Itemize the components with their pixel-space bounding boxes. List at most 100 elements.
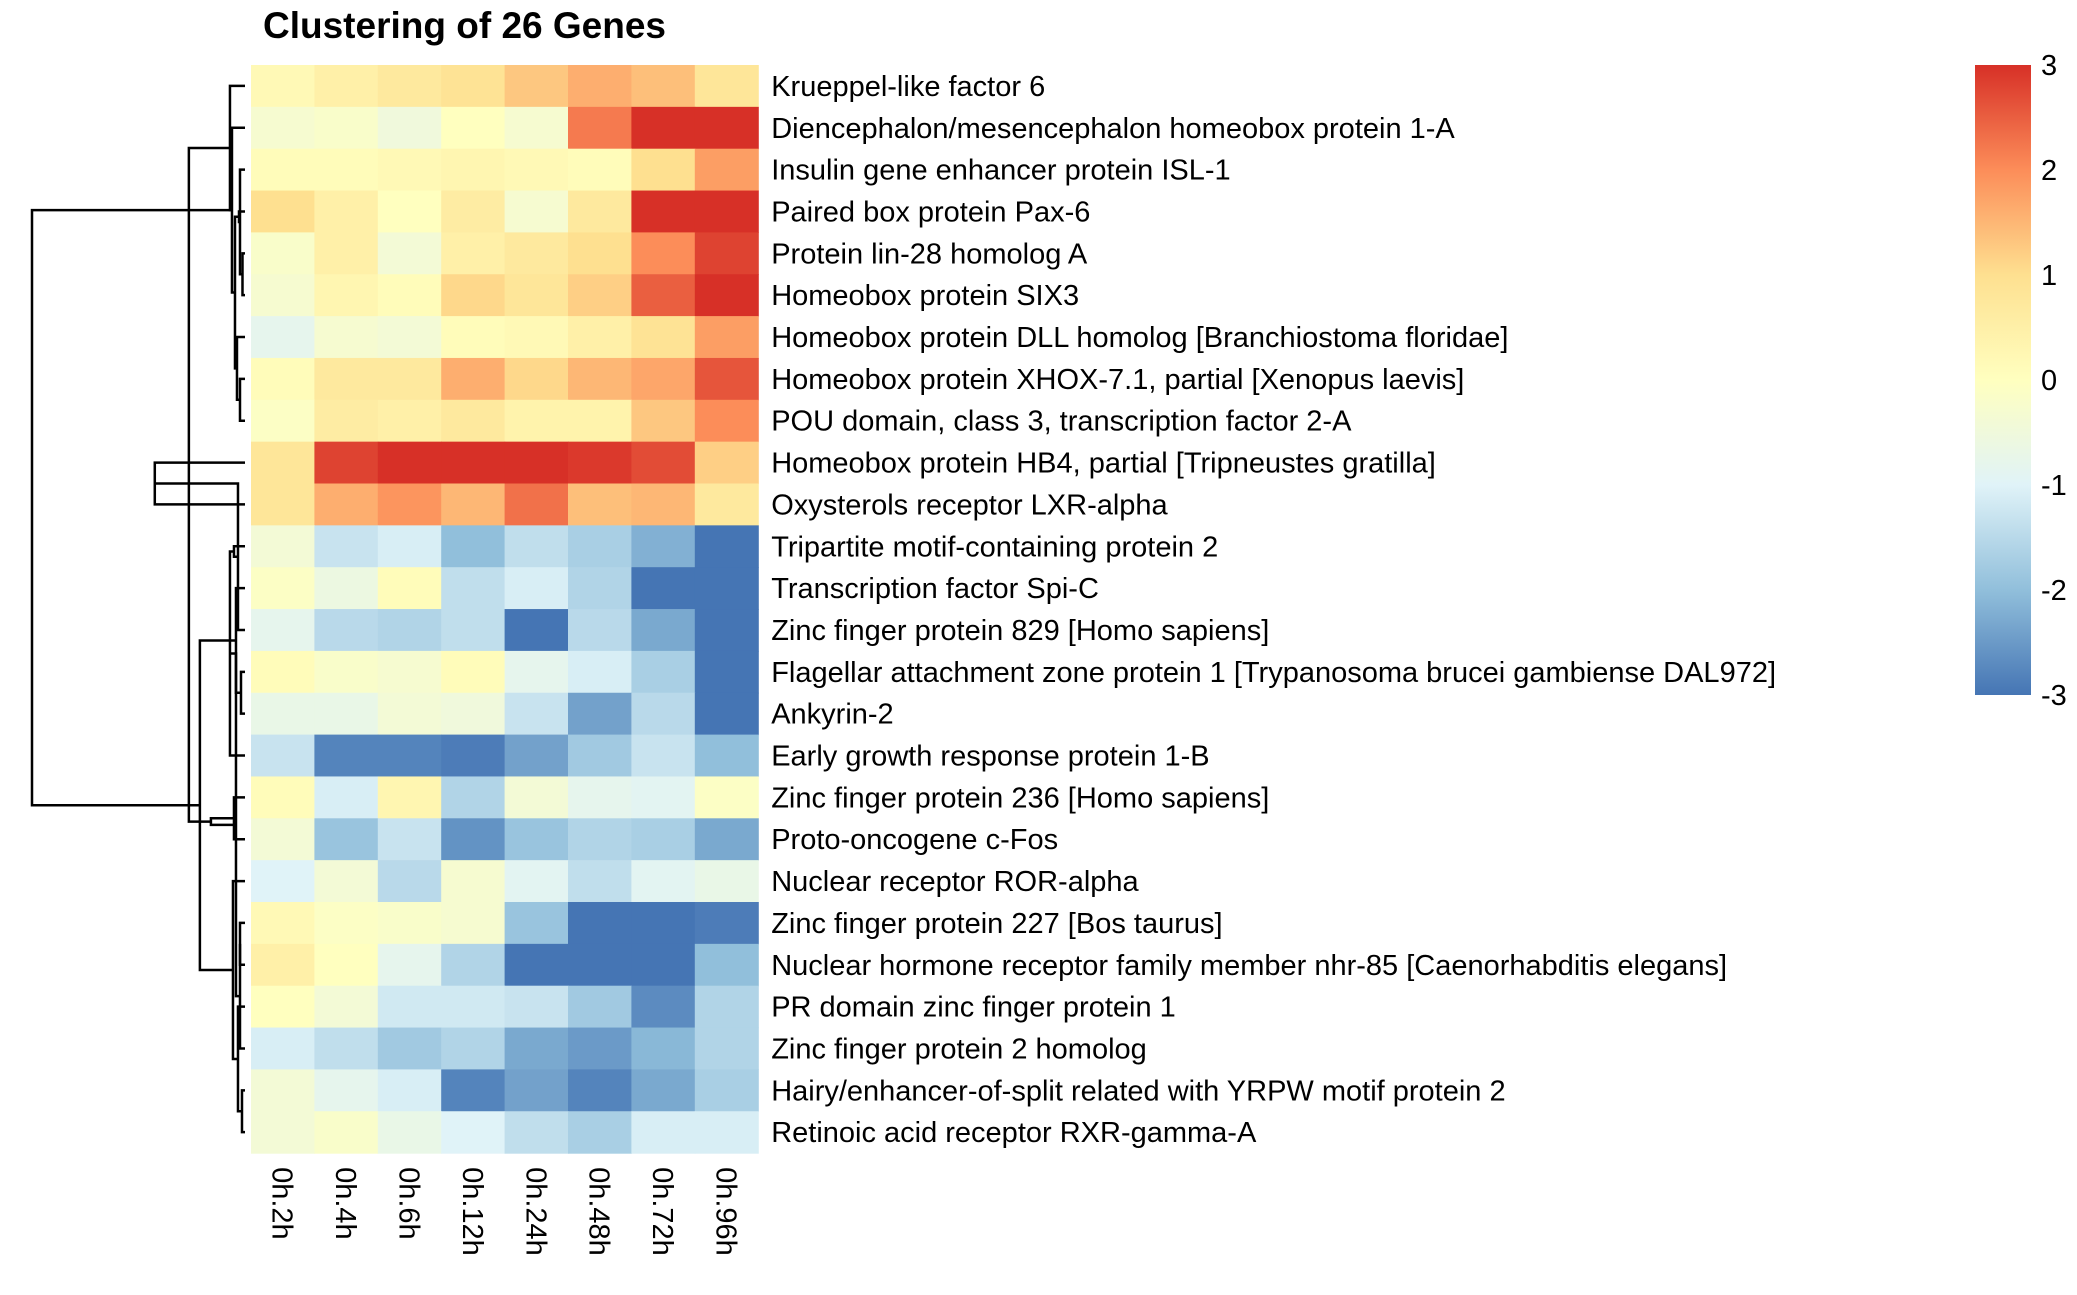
heatmap-cell xyxy=(694,525,759,568)
heatmap-cell xyxy=(314,734,379,778)
heatmap-cell xyxy=(314,1027,379,1070)
heatmap-cell xyxy=(251,65,315,108)
heatmap-cell xyxy=(694,860,759,903)
heatmap-cell xyxy=(568,274,632,317)
heatmap-cell xyxy=(441,1111,506,1154)
heatmap-cell xyxy=(504,943,569,987)
heatmap-cell xyxy=(441,567,506,610)
heatmap-cell xyxy=(377,609,442,652)
heatmap-cell xyxy=(631,860,696,903)
heatmap-cell xyxy=(504,734,569,778)
heatmap-cell xyxy=(694,1069,759,1112)
heatmap-cell xyxy=(694,902,759,945)
heatmap-cell xyxy=(631,65,696,108)
heatmap-cell xyxy=(377,650,442,694)
row-label: Flagellar attachment zone protein 1 [Try… xyxy=(771,657,1776,689)
heatmap-cell xyxy=(377,525,442,568)
heatmap-cells xyxy=(251,65,759,1154)
heatmap-cell xyxy=(504,316,569,359)
heatmap-cell xyxy=(568,1111,632,1154)
heatmap-cell xyxy=(377,985,442,1029)
heatmap-cell xyxy=(504,274,569,317)
heatmap-cell xyxy=(251,316,315,359)
heatmap-cell xyxy=(568,316,632,359)
heatmap-cell xyxy=(504,483,569,526)
heatmap-cell xyxy=(631,609,696,652)
heatmap-cell xyxy=(377,1069,442,1112)
heatmap-cell xyxy=(694,316,759,359)
heatmap-cell xyxy=(377,232,442,275)
heatmap-cell xyxy=(631,483,696,526)
dendrogram-branch xyxy=(238,377,245,422)
heatmap-cell xyxy=(694,357,759,401)
heatmap-cell xyxy=(568,148,632,192)
heatmap-cell xyxy=(441,1069,506,1112)
heatmap-cell xyxy=(694,818,759,861)
heatmap-cell xyxy=(377,902,442,945)
heatmap-cell xyxy=(314,1111,379,1154)
legend-tick-label: 0 xyxy=(2041,365,2057,397)
heatmap-cell xyxy=(504,609,569,652)
heatmap-cell xyxy=(631,232,696,275)
column-label: 0h.72h xyxy=(646,1167,678,1256)
heatmap-cell xyxy=(251,190,315,233)
heatmap-cell xyxy=(694,943,759,987)
heatmap-cell xyxy=(504,106,569,150)
heatmap-cell xyxy=(314,567,379,610)
heatmap-cell xyxy=(251,609,315,652)
heatmap-cell xyxy=(568,483,632,526)
heatmap-cell xyxy=(694,650,759,694)
heatmap-cell xyxy=(631,357,696,401)
heatmap-cell xyxy=(314,609,379,652)
heatmap-cell xyxy=(568,902,632,945)
heatmap-cell xyxy=(251,650,315,694)
dendrogram-branch xyxy=(30,208,232,807)
heatmap-cell xyxy=(314,692,379,736)
legend-tick-label: 1 xyxy=(2041,260,2057,292)
heatmap-cell xyxy=(568,985,632,1029)
heatmap-cell xyxy=(504,1069,569,1112)
row-label: Proto-oncogene c-Fos xyxy=(771,824,1058,856)
row-label: Homeobox protein HB4, partial [Tripneust… xyxy=(771,448,1436,480)
row-label: Diencephalon/mesencephalon homeobox prot… xyxy=(771,113,1455,145)
heatmap-cell xyxy=(504,692,569,736)
heatmap-cell xyxy=(314,525,379,568)
row-label: Homeobox protein SIX3 xyxy=(771,280,1079,312)
heatmap-cell xyxy=(694,441,759,485)
heatmap-cell xyxy=(441,106,506,150)
heatmap-cell xyxy=(314,106,379,150)
heatmap-cell xyxy=(631,776,696,819)
heatmap-cell xyxy=(314,776,379,819)
heatmap-cell xyxy=(441,902,506,945)
heatmap-cell xyxy=(504,1027,569,1070)
heatmap-cell xyxy=(441,818,506,861)
heatmap-cell xyxy=(251,943,315,987)
heatmap-cell xyxy=(568,65,632,108)
heatmap-cell xyxy=(631,818,696,861)
heatmap-cell xyxy=(694,232,759,275)
dendrogram-branch xyxy=(187,146,230,823)
heatmap-cell xyxy=(377,441,442,485)
row-label: Oxysterols receptor LXR-alpha xyxy=(771,489,1168,521)
heatmap-cell xyxy=(568,818,632,861)
heatmap-cell xyxy=(251,148,315,192)
row-label: Transcription factor Spi-C xyxy=(771,573,1099,605)
heatmap-cell xyxy=(251,441,315,485)
heatmap-cell xyxy=(631,274,696,317)
heatmap-cell xyxy=(568,1069,632,1112)
chart-title: Clustering of 26 Genes xyxy=(263,5,666,46)
heatmap-cell xyxy=(441,525,506,568)
heatmap-cell xyxy=(568,525,632,568)
heatmap-cell xyxy=(314,232,379,275)
heatmap-cell xyxy=(251,776,315,819)
heatmap-cell xyxy=(631,106,696,150)
heatmap-cell xyxy=(314,357,379,401)
heatmap-cell xyxy=(314,943,379,987)
heatmap-cell xyxy=(504,902,569,945)
heatmap-cell xyxy=(251,1027,315,1070)
heatmap-cell xyxy=(251,860,315,903)
heatmap-cell xyxy=(694,609,759,652)
row-label: PR domain zinc finger protein 1 xyxy=(771,992,1176,1024)
heatmap-cell xyxy=(504,357,569,401)
row-label: POU domain, class 3, transcription facto… xyxy=(771,406,1352,438)
